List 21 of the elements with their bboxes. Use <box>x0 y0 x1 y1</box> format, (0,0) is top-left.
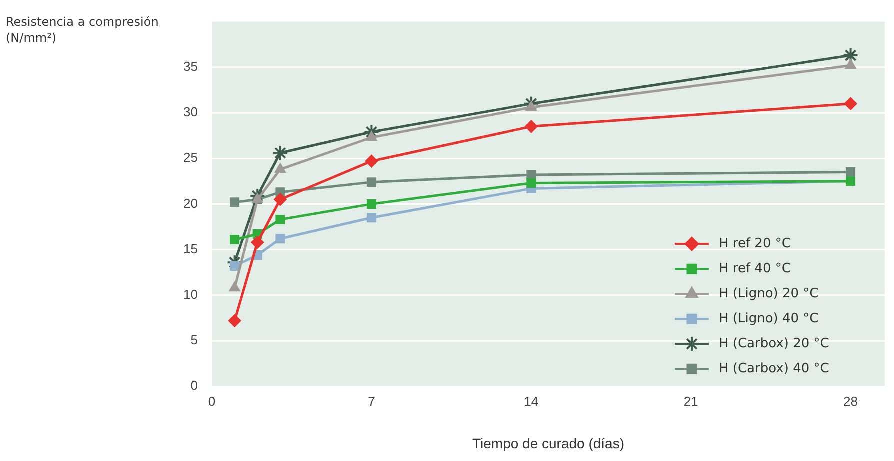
legend-label: H (Ligno) 40 °C <box>719 311 819 326</box>
x-tick-label: 0 <box>208 394 216 409</box>
y-tick-label: 10 <box>184 286 198 302</box>
y-tick-label: 0 <box>190 378 198 394</box>
legend-label: H ref 20 °C <box>719 236 791 252</box>
x-tick-label: 14 <box>524 394 539 409</box>
x-axis-title: Tiempo de curado (días) <box>472 435 624 452</box>
legend-label: H (Ligno) 20 °C <box>719 286 819 302</box>
legend-label: H (Carbox) 20 °C <box>719 336 830 352</box>
y-tick-label: 15 <box>184 241 198 256</box>
legend-label: H (Carbox) 40 °C <box>719 361 830 376</box>
y-tick-label: 30 <box>184 104 198 120</box>
y-tick-label: 20 <box>184 196 198 211</box>
x-tick-label: 28 <box>844 394 858 409</box>
y-tick-label: 5 <box>190 332 198 348</box>
legend-label: H ref 40 °C <box>719 261 791 276</box>
y-tick-label: 35 <box>184 58 198 74</box>
x-tick-label: 7 <box>368 394 376 409</box>
y-tick-label: 25 <box>184 150 198 166</box>
x-tick-label: 21 <box>684 394 698 409</box>
y-axis-title: Resistencia a compresión (N/mm²) <box>6 14 160 46</box>
